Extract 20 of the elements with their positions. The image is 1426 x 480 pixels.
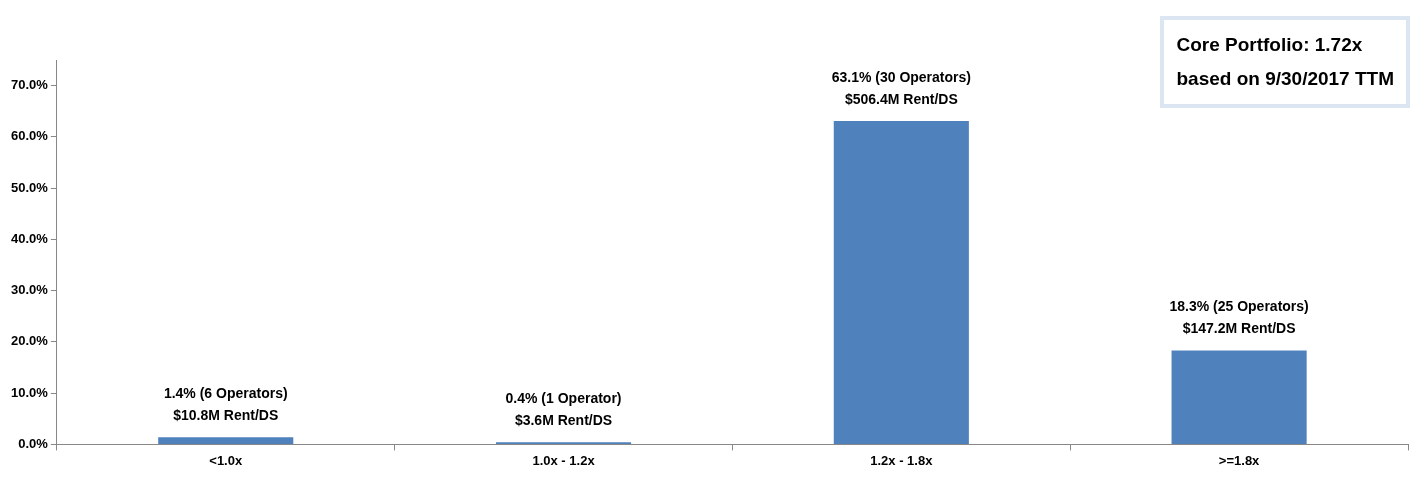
annotation: Core Portfolio: 1.72x based on 9/30/2017 TTM [1160, 16, 1410, 108]
y-tick-label: 0.0% [18, 435, 49, 451]
y-tick-label: 20.0% [10, 333, 49, 349]
x-tick-label: >=1.8x [1218, 452, 1261, 468]
data-label: 1.4% (6 Operators) $10.8M Rent/DS [163, 385, 288, 424]
bar [1171, 350, 1307, 444]
x-tick-label: <1.0x [209, 452, 243, 468]
y-tick-label: 50.0% [10, 179, 49, 195]
y-tick-label: 10.0% [10, 384, 49, 400]
y-tick-label: 60.0% [10, 128, 49, 144]
x-tick-label: 1.0x - 1.2x [532, 452, 596, 468]
y-tick-label: 70.0% [10, 77, 49, 93]
bar [833, 120, 969, 444]
y-tick-label: 40.0% [10, 230, 49, 246]
data-label: 0.4% (1 Operator) $3.6M Rent/DS [505, 390, 622, 429]
data-label: 63.1% (30 Operators) $506.4M Rent/DS [831, 68, 971, 107]
y-tick-label: 30.0% [10, 282, 49, 298]
bar [158, 437, 294, 444]
x-tick-label: 1.2x - 1.8x [870, 452, 934, 468]
data-label: 18.3% (25 Operators) $147.2M Rent/DS [1169, 298, 1309, 337]
